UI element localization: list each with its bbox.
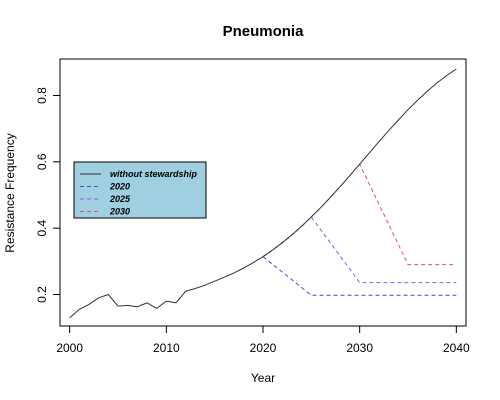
legend-label: 2030 xyxy=(109,207,130,217)
legend-box xyxy=(73,161,207,219)
x-axis: 2000 2010 2020 2030 2040 xyxy=(56,325,470,355)
legend: without stewardship 2020 2025 2030 xyxy=(73,161,207,219)
series-line-2030 xyxy=(262,163,457,266)
legend-label: 2025 xyxy=(109,194,131,204)
x-tick-label: 2030 xyxy=(346,341,373,355)
y-axis-label: Resistance Frequency xyxy=(3,133,17,252)
legend-label: without stewardship xyxy=(110,169,198,179)
x-tick-label: 2040 xyxy=(443,341,470,355)
x-axis-label: Year xyxy=(251,371,275,385)
x-tick-label: 2020 xyxy=(250,341,277,355)
legend-label: 2020 xyxy=(109,182,130,192)
y-axis: 0.2 0.4 0.6 0.8 xyxy=(35,87,61,303)
x-tick-label: 2010 xyxy=(153,341,180,355)
x-tick-label: 2000 xyxy=(56,341,83,355)
y-tick-label: 0.2 xyxy=(35,286,49,303)
series-line-without-stewardship xyxy=(69,68,457,319)
y-tick-label: 0.6 xyxy=(35,153,49,170)
series-layer xyxy=(69,68,457,319)
chart-title: Pneumonia xyxy=(223,23,305,40)
y-tick-label: 0.8 xyxy=(35,87,49,104)
series-line-2020 xyxy=(262,256,457,296)
series-line-2025 xyxy=(262,216,457,284)
y-tick-label: 0.4 xyxy=(35,219,49,236)
